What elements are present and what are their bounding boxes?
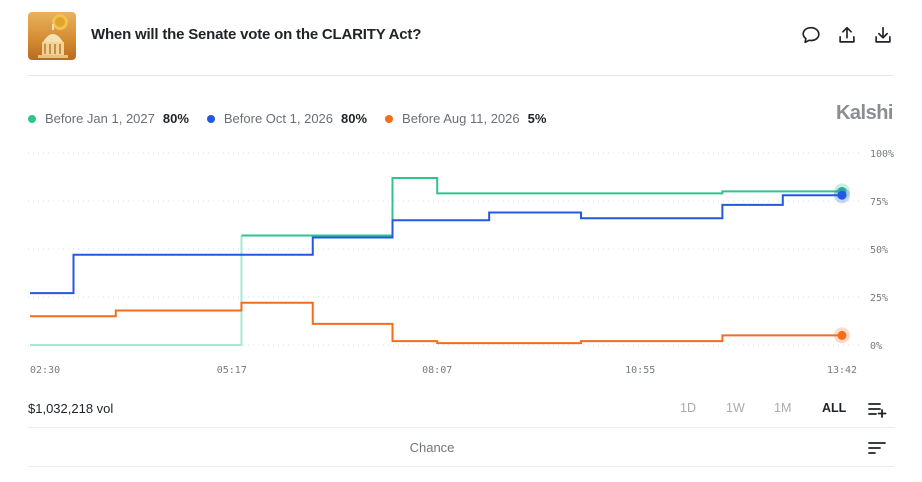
header-divider [28, 75, 894, 76]
range-1w-button[interactable]: 1W [726, 401, 745, 415]
footer-divider [28, 427, 894, 428]
legend-item-aug-2026[interactable]: Before Aug 11, 2026 5% [385, 111, 546, 126]
legend-label: Before Oct 1, 2026 [223, 111, 334, 126]
legend-value: 80% [162, 111, 189, 126]
y-tick-label: 50% [870, 245, 888, 256]
header-actions [800, 24, 894, 46]
y-tick-label: 75% [870, 197, 888, 208]
legend-label: Before Aug 11, 2026 [402, 111, 520, 126]
series-line-jan-2027-early [30, 235, 243, 346]
x-tick-label: 10:55 [625, 365, 655, 376]
share-icon[interactable] [836, 24, 858, 46]
market-header: When will the Senate vote on the CLARITY… [28, 12, 894, 60]
x-tick-label: 02:30 [30, 365, 60, 376]
legend-swatch [385, 114, 394, 123]
legend-value: 5% [527, 111, 547, 126]
sort-icon[interactable] [867, 440, 887, 456]
comment-icon[interactable] [800, 24, 822, 46]
bottom-divider [28, 466, 894, 467]
market-thumbnail [28, 12, 76, 60]
market-title: When will the Senate vote on the CLARITY… [91, 26, 422, 43]
volume-text: $1,032,218 vol [28, 401, 114, 416]
legend-swatch [28, 114, 36, 123]
legend-swatch [206, 114, 215, 123]
endpoint-marker [837, 330, 847, 340]
legend-value: 80% [341, 111, 368, 126]
range-1m-button[interactable]: 1M [774, 401, 792, 415]
x-tick-label: 13:42 [827, 365, 857, 376]
y-tick-label: 100% [870, 149, 894, 160]
x-tick-label: 05:17 [217, 365, 247, 376]
range-all-button[interactable]: ALL [822, 401, 847, 415]
y-tick-label: 25% [870, 293, 888, 304]
chart-legend: Before Jan 1, 2027 80% Before Oct 1, 202… [28, 111, 546, 126]
y-tick-label: 0% [870, 341, 882, 352]
chance-tab[interactable]: Chance [409, 440, 455, 455]
range-1d-button[interactable]: 1D [680, 401, 696, 415]
add-series-icon[interactable] [867, 400, 887, 418]
legend-label: Before Jan 1, 2027 [45, 111, 155, 126]
endpoint-marker [837, 190, 847, 200]
brand-logo: Kalshi [835, 102, 894, 124]
series-line-aug-2026 [30, 301, 842, 345]
download-icon[interactable] [872, 24, 894, 46]
legend-item-oct-2026[interactable]: Before Oct 1, 2026 80% [206, 111, 368, 126]
price-chart[interactable]: 0% 25% 50% 75% 100% 02:30 05:17 08:07 10:55 13:42 [0, 140, 922, 380]
x-tick-label: 08:07 [422, 365, 452, 376]
series-line-jan-2027 [241, 176, 842, 237]
legend-item-jan-2027[interactable]: Before Jan 1, 2027 80% [28, 111, 189, 126]
series-line-oct-2026 [30, 194, 842, 295]
